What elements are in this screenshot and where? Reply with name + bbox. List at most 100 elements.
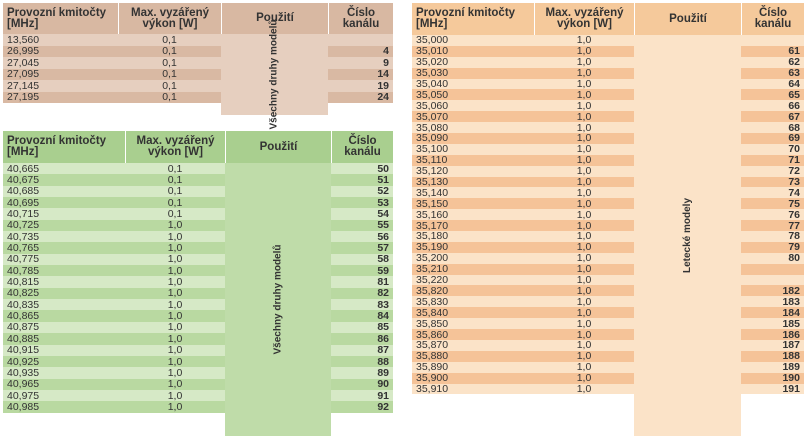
cell-frequency: 27,145 [7,79,40,92]
cell-channel: 64 [788,78,800,91]
cell-frequency: 35,010 [416,45,449,58]
cell-power: 1,0 [576,208,592,221]
cell-frequency: 35,180 [416,230,449,243]
cell-power: 1,0 [576,99,592,112]
cell-channel: 88 [377,355,389,368]
table-row: 35,070 1,0 67 [412,111,804,123]
cell-frequency: 40,985 [7,400,40,413]
header-channel: Číslo kanálu [328,3,393,34]
table-row: 40,715 0,1 54 [3,208,393,221]
cell-channel: 66 [788,99,800,112]
cell-power: 1,0 [576,88,592,101]
cell-frequency: 35,080 [416,121,449,134]
use-label: Všechny druhy modelů [225,163,331,436]
table-row: 40,985 1,0 92 [3,400,393,413]
cell-power: 1,0 [576,154,592,167]
cell-power: 1,0 [576,241,592,254]
cell-frequency: 35,190 [416,241,449,254]
cell-channel: 58 [377,253,389,266]
cell-channel: 72 [788,165,800,178]
cell-frequency: 35,110 [416,154,448,167]
cell-channel: 79 [788,241,800,254]
header-channel: Číslo kanálu [331,131,393,163]
cell-power: 1,0 [576,274,592,287]
frequency-table-40mhz: Provozní kmitočty [MHz] Max. vyzářený vý… [3,131,393,436]
cell-channel: 14 [377,68,389,81]
cell-frequency: 35,160 [416,208,449,221]
table-row: 35,820 1,0 182 [412,284,804,297]
cell-channel: 90 [377,378,389,391]
table-row: 27,145 0,1 19 [3,80,393,92]
table-header: Provozní kmitočty [MHz] Max. vyzářený vý… [412,3,804,35]
table-row: 35,860 1,0 186 [412,328,804,341]
cell-power: 1,0 [576,197,592,210]
cell-frequency: 27,195 [7,91,40,104]
use-label: Letecké modely [634,35,741,436]
cell-power: 1,0 [167,310,183,323]
cell-frequency: 35,040 [416,78,449,91]
table-row: 40,965 1,0 90 [3,378,393,391]
cell-frequency: 35,210 [416,263,449,276]
table-row: 27,045 0,1 9 [3,57,393,69]
cell-frequency: 27,095 [7,68,40,81]
cell-frequency: 40,685 [7,185,40,198]
table-row: 35,210 1,0 [412,263,804,276]
use-label-text: Letecké modely [681,197,693,274]
table-row: 40,725 1,0 55 [3,219,393,232]
cell-channel: 77 [788,219,800,232]
cell-channel: 81 [377,276,389,289]
cell-frequency: 35,130 [416,176,449,189]
cell-frequency: 40,825 [7,287,40,300]
cell-power: 1,0 [576,372,592,385]
table-row: 35,150 1,0 75 [412,197,804,210]
header-use: Použití [225,131,331,163]
cell-frequency: 35,030 [416,67,449,80]
cell-frequency: 35,830 [416,295,449,308]
cell-frequency: 40,925 [7,355,40,368]
cell-channel: 9 [383,56,389,69]
cell-power: 1,0 [167,400,183,413]
cell-power: 0,1 [167,208,183,221]
cell-channel: 55 [377,219,389,232]
cell-frequency: 35,170 [416,219,449,232]
cell-frequency: 40,915 [7,344,40,357]
cell-channel: 24 [377,91,389,104]
cell-channel: 56 [377,230,389,243]
table-row: 35,180 1,0 78 [412,230,804,243]
table-row: 40,885 1,0 86 [3,333,393,345]
cell-channel: 62 [788,56,800,69]
cell-power: 1,0 [576,132,592,145]
cell-frequency: 40,785 [7,264,40,277]
cell-frequency: 40,665 [7,162,40,175]
cell-channel: 191 [782,382,800,395]
table-header: Provozní kmitočty [MHz] Max. vyzářený vý… [3,131,393,163]
cell-channel: 65 [788,88,800,101]
table-row: 35,100 1,0 70 [412,143,804,156]
cell-channel: 85 [377,321,389,334]
cell-frequency: 35,820 [416,284,449,297]
table-row: 35,850 1,0 185 [412,318,804,330]
cell-power: 1,0 [576,143,592,156]
table-row: 35,900 1,0 190 [412,372,804,385]
cell-power: 1,0 [167,298,183,311]
cell-frequency: 35,060 [416,99,449,112]
table-row: 40,685 0,1 52 [3,185,393,198]
cell-channel: 87 [377,344,389,357]
cell-frequency: 35,870 [416,339,449,352]
cell-frequency: 35,000 [416,34,449,47]
cell-power: 1,0 [576,45,592,58]
cell-power: 1,0 [576,284,592,297]
cell-channel: 57 [377,242,389,255]
cell-power: 1,0 [576,186,592,199]
table-row: 35,160 1,0 76 [412,208,804,221]
use-column-bg [225,163,331,436]
table-row: 35,880 1,0 188 [412,350,804,362]
cell-channel: 63 [788,67,800,80]
cell-channel: 92 [377,400,389,413]
cell-frequency: 40,965 [7,378,40,391]
header-power: Max. vyzářený výkon [W] [118,3,221,34]
table-row: 35,890 1,0 189 [412,361,804,373]
frequency-table-27mhz: Provozní kmitočty [MHz] Max. vyzářený vý… [3,3,393,130]
use-label: Všechny druhy modelů [221,19,328,129]
cell-channel: 186 [782,328,800,341]
